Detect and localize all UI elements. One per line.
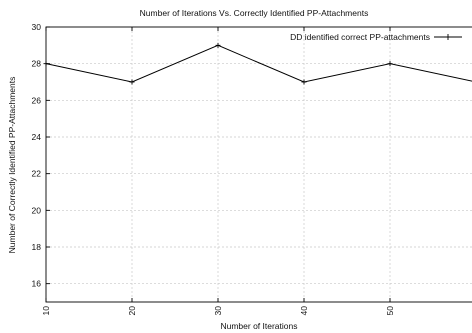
data-point <box>129 79 135 85</box>
legend-marker <box>445 34 451 40</box>
x-tick-label: 30 <box>213 306 223 316</box>
y-tick-label: 30 <box>32 22 42 32</box>
legend-label: DD identified correct PP-attachments <box>290 32 430 42</box>
y-tick-label: 26 <box>32 95 42 105</box>
x-tick-label: 10 <box>41 306 51 316</box>
y-tick-label: 18 <box>32 242 42 252</box>
series-line <box>45 44 472 83</box>
data-point <box>215 42 221 48</box>
grid <box>46 27 472 302</box>
y-tick-label: 20 <box>32 205 42 215</box>
x-tick-labels: 102030405060 <box>41 306 472 316</box>
series <box>43 42 472 85</box>
y-tick-label: 28 <box>32 59 42 69</box>
chart-title: Number of Iterations Vs. Correctly Ident… <box>140 8 369 18</box>
data-point <box>43 61 49 67</box>
plot-frame <box>45 26 472 303</box>
x-axis-label: Number of Iterations <box>220 321 297 331</box>
legend: DD identified correct PP-attachments <box>290 32 462 42</box>
x-tick-label: 50 <box>385 306 395 316</box>
y-tick-labels: 16 18 20 22 24 26 28 30 <box>32 22 42 289</box>
data-point <box>387 61 393 67</box>
y-tick-label: 24 <box>32 132 42 142</box>
data-point <box>301 79 307 85</box>
y-tick-label: 22 <box>32 169 42 179</box>
y-axis-label: Number of Correctly Identified PP-Attach… <box>7 77 17 254</box>
x-tick-label: 40 <box>299 306 309 316</box>
axis-ticks <box>45 26 391 302</box>
x-tick-label: 20 <box>127 306 137 316</box>
y-tick-label: 16 <box>32 279 42 289</box>
